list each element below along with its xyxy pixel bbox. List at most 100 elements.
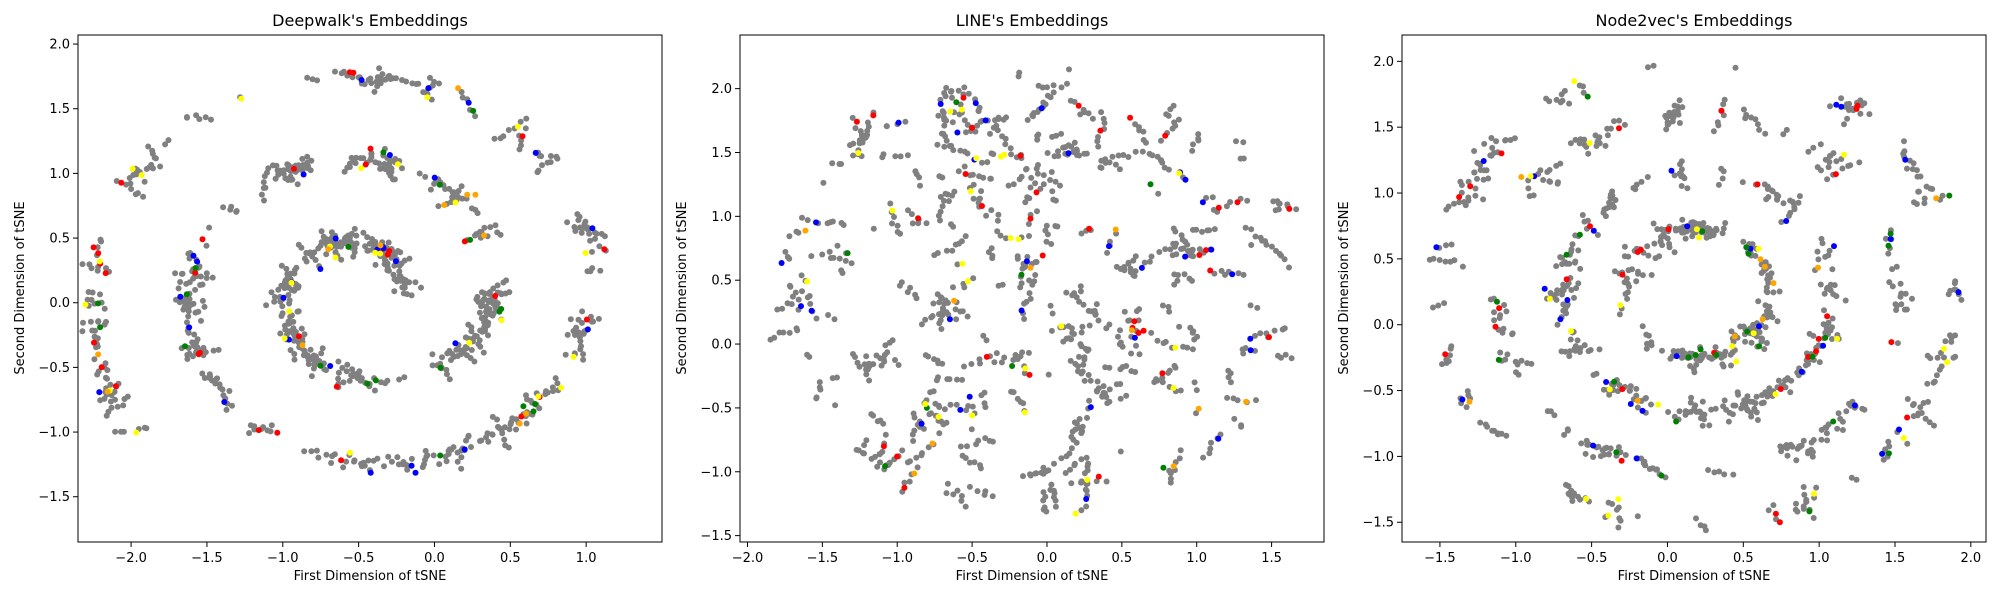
scatter-point bbox=[1780, 131, 1787, 138]
scatter-point bbox=[1575, 247, 1582, 254]
scatter-point bbox=[1065, 150, 1072, 157]
scatter-point bbox=[205, 374, 212, 381]
scatter-point bbox=[804, 351, 811, 358]
scatter-point bbox=[503, 277, 510, 284]
scatter-point bbox=[1132, 148, 1139, 155]
scatter-point bbox=[486, 290, 493, 297]
scatter-point bbox=[1605, 512, 1612, 519]
scatter-point bbox=[1670, 348, 1677, 354]
scatter-point bbox=[1665, 226, 1672, 233]
scatter-point bbox=[1796, 443, 1803, 450]
scatter-point bbox=[864, 119, 871, 126]
scatter-point bbox=[1789, 443, 1796, 450]
scatter-point bbox=[141, 178, 148, 185]
scatter-point bbox=[1621, 121, 1628, 128]
scatter-point bbox=[1459, 396, 1466, 403]
scatter-point bbox=[1713, 227, 1720, 234]
scatter-point bbox=[1020, 400, 1027, 407]
scatter-point bbox=[1035, 131, 1042, 138]
scatter-point bbox=[1189, 346, 1196, 353]
scatter-point bbox=[943, 247, 950, 254]
scatter-point bbox=[1643, 331, 1650, 338]
panel-node2vec: Node2vec's Embeddings −1.5 −1.0 −0.5 0.0 0.5… bbox=[1337, 11, 1987, 584]
scatter-point bbox=[960, 94, 967, 101]
scatter-point bbox=[343, 458, 350, 465]
scatter-point bbox=[1728, 362, 1734, 369]
scatter-point bbox=[1618, 457, 1625, 464]
scatter-point bbox=[889, 207, 896, 214]
scatter-point bbox=[542, 391, 549, 398]
scatter-point bbox=[1829, 315, 1836, 322]
scatter-point bbox=[1086, 225, 1093, 232]
scatter-point bbox=[1231, 415, 1238, 422]
scatter-point bbox=[1206, 450, 1213, 457]
scatter-point bbox=[452, 199, 459, 206]
scatter-point bbox=[1886, 279, 1893, 286]
scatter-point bbox=[894, 453, 901, 460]
scatter-point bbox=[1094, 378, 1101, 385]
scatter-point bbox=[554, 155, 561, 162]
scatter-point bbox=[1683, 228, 1690, 235]
scatter-point bbox=[323, 451, 330, 458]
scatter-point bbox=[932, 400, 939, 407]
scatter-point bbox=[1132, 268, 1139, 275]
scatter-point bbox=[299, 342, 306, 349]
scatter-point bbox=[1005, 182, 1012, 189]
scatter-point bbox=[1927, 355, 1934, 362]
scatter-point bbox=[1067, 97, 1074, 104]
chart-title: Deepwalk's Embeddings bbox=[272, 11, 468, 30]
scatter-point bbox=[1248, 242, 1255, 248]
scatter-point bbox=[986, 437, 993, 444]
scatter-point bbox=[274, 429, 281, 436]
scatter-point bbox=[307, 346, 314, 353]
scatter-point bbox=[291, 351, 298, 357]
scatter-point bbox=[1044, 84, 1050, 91]
scatter-point bbox=[983, 337, 990, 344]
scatter-point bbox=[1926, 419, 1933, 426]
scatter-point bbox=[849, 114, 856, 121]
scatter-point bbox=[399, 77, 405, 83]
scatter-point bbox=[79, 261, 86, 268]
scatter-point bbox=[1275, 206, 1282, 213]
scatter-point bbox=[1286, 205, 1293, 212]
scatter-point bbox=[1055, 148, 1061, 155]
scatter-point bbox=[96, 389, 103, 396]
scatter-point bbox=[855, 150, 862, 156]
scatter-point bbox=[1775, 377, 1782, 384]
scatter-point bbox=[1442, 258, 1449, 265]
x-tick-label: 0.0 bbox=[1037, 551, 1058, 566]
scatter-point bbox=[1701, 416, 1707, 423]
scatter-point bbox=[183, 280, 190, 287]
scatter-point bbox=[1024, 117, 1031, 123]
y-axis: −1.5−1.0−0.50.00.51.01.52.0 bbox=[700, 82, 740, 544]
scatter-point bbox=[1698, 352, 1705, 359]
scatter-point bbox=[995, 211, 1002, 218]
scatter-point bbox=[184, 114, 190, 121]
scatter-point bbox=[1481, 167, 1487, 174]
scatter-point bbox=[1719, 230, 1726, 237]
scatter-point bbox=[1054, 223, 1061, 230]
scatter-point bbox=[918, 420, 925, 427]
scatter-point bbox=[1547, 178, 1554, 185]
scatter-point bbox=[127, 180, 134, 187]
scatter-point bbox=[1491, 317, 1498, 324]
scatter-point bbox=[918, 321, 925, 328]
scatter-point bbox=[1848, 474, 1855, 481]
scatter-point bbox=[1248, 226, 1255, 233]
scatter-point bbox=[1763, 340, 1770, 346]
scatter-point bbox=[1634, 513, 1641, 520]
scatter-point bbox=[1176, 323, 1183, 330]
scatter-point bbox=[1471, 148, 1478, 154]
scatter-point bbox=[1644, 174, 1651, 180]
scatter-point bbox=[498, 291, 505, 298]
scatter-point bbox=[1722, 220, 1729, 226]
scatter-point bbox=[1551, 412, 1558, 419]
scatter-point bbox=[941, 143, 948, 150]
scatter-point bbox=[1725, 418, 1732, 425]
scatter-point bbox=[1693, 226, 1700, 233]
scatter-point bbox=[1225, 367, 1232, 374]
scatter-point bbox=[1774, 318, 1781, 325]
scatter-point bbox=[968, 361, 975, 367]
scatter-point bbox=[192, 269, 199, 276]
scatter-point bbox=[1023, 298, 1030, 305]
